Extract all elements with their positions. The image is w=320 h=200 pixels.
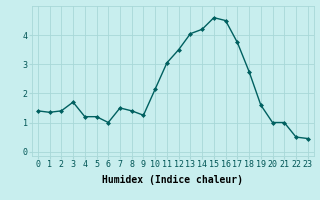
X-axis label: Humidex (Indice chaleur): Humidex (Indice chaleur) bbox=[102, 175, 243, 185]
